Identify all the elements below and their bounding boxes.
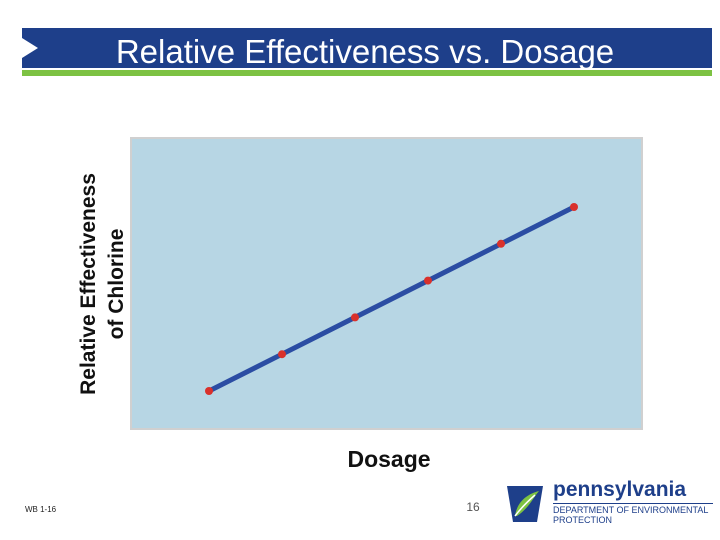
data-point — [278, 350, 286, 359]
data-point — [205, 387, 213, 395]
title-accent-line — [22, 70, 712, 76]
logo-rule — [553, 503, 713, 504]
logo-dept-line1: DEPARTMENT OF ENVIRONMENTAL — [553, 505, 709, 515]
data-point — [570, 203, 578, 211]
plot-area — [130, 137, 643, 430]
footer-code: WB 1-16 — [25, 505, 57, 514]
page-number: 16 — [466, 500, 480, 514]
series-line — [207, 204, 576, 394]
x-axis-label: Dosage — [347, 446, 430, 472]
keystone-leaf-icon — [507, 486, 543, 522]
pa-dep-logo: pennsylvania DEPARTMENT OF ENVIRONMENTAL… — [503, 478, 713, 530]
logo-name: pennsylvania — [553, 478, 687, 501]
slide-title: Relative Effectiveness vs. Dosage — [115, 33, 615, 70]
title-arrow-icon — [22, 38, 38, 58]
data-point — [351, 313, 359, 322]
series-layer — [205, 203, 578, 395]
title-bar — [22, 28, 712, 68]
y-axis-label-line1: Relative Effectiveness — [77, 173, 100, 395]
data-point — [497, 239, 505, 248]
y-axis-label-line2: of Chlorine — [105, 229, 128, 340]
logo-dept-line2: PROTECTION — [553, 515, 613, 525]
data-point — [424, 276, 432, 285]
